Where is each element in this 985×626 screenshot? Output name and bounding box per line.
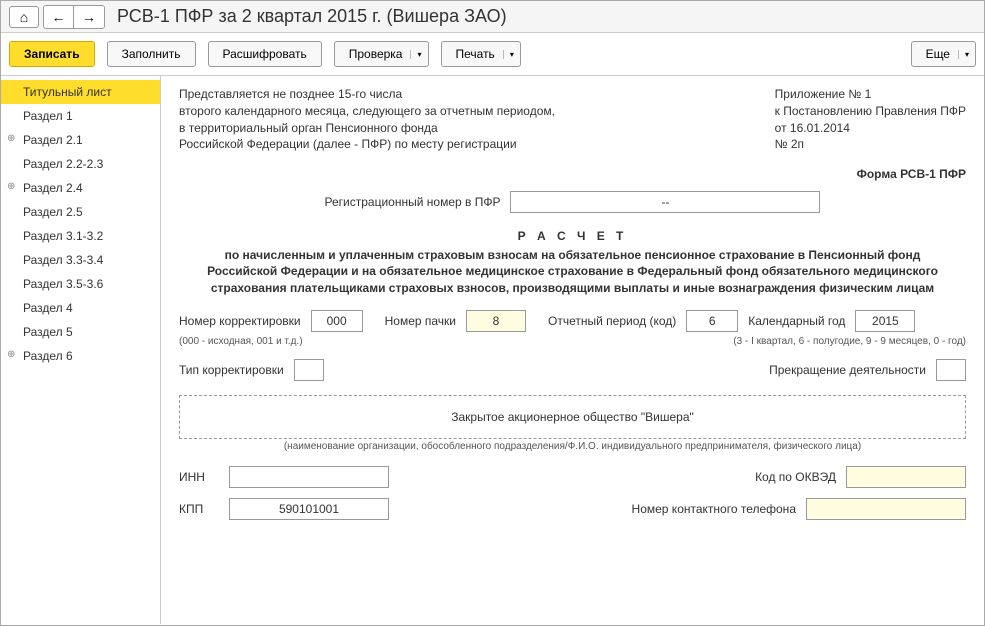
hint-row: (000 - исходная, 001 и т.д.) (3 - I квар… bbox=[179, 336, 966, 347]
check-button[interactable]: Проверка bbox=[334, 41, 429, 67]
topbar: ⌂ ← → РСВ-1 ПФР за 2 квартал 2015 г. (Ви… bbox=[1, 1, 984, 33]
kpp-label: КПП bbox=[179, 502, 219, 516]
sidebar-item-6[interactable]: Раздел 3.1-3.2 bbox=[1, 224, 160, 248]
calc-title: Р А С Ч Е Т bbox=[179, 229, 966, 243]
sidebar-item-1[interactable]: Раздел 1 bbox=[1, 104, 160, 128]
correction-field[interactable]: 000 bbox=[311, 310, 363, 332]
home-button[interactable]: ⌂ bbox=[9, 6, 39, 28]
sidebar-item-7[interactable]: Раздел 3.3-3.4 bbox=[1, 248, 160, 272]
pack-label: Номер пачки bbox=[385, 314, 456, 328]
type-row: Тип корректировки Прекращение деятельнос… bbox=[179, 359, 966, 381]
correction-hint: (000 - исходная, 001 и т.д.) bbox=[179, 336, 303, 347]
fill-button[interactable]: Заполнить bbox=[107, 41, 196, 67]
sidebar: Титульный листРаздел 1Раздел 2.1Раздел 2… bbox=[1, 76, 161, 624]
inn-row: ИНН Код по ОКВЭД bbox=[179, 466, 966, 488]
decode-button[interactable]: Расшифровать bbox=[208, 41, 322, 67]
correction-row: Номер корректировки 000 Номер пачки 8 От… bbox=[179, 310, 966, 332]
sidebar-item-0[interactable]: Титульный лист bbox=[1, 80, 160, 104]
pack-field[interactable]: 8 bbox=[466, 310, 526, 332]
reg-row: Регистрационный номер в ПФР -- bbox=[179, 191, 966, 213]
calc-description: по начисленным и уплаченным страховым вз… bbox=[179, 247, 966, 296]
phone-field[interactable] bbox=[806, 498, 966, 520]
sidebar-item-2[interactable]: Раздел 2.1 bbox=[1, 128, 160, 152]
appendix-info: Приложение № 1к Постановлению Правления … bbox=[775, 86, 966, 153]
okved-field[interactable] bbox=[846, 466, 966, 488]
year-label: Календарный год bbox=[748, 314, 845, 328]
sidebar-item-3[interactable]: Раздел 2.2-2.3 bbox=[1, 152, 160, 176]
type-field[interactable] bbox=[294, 359, 324, 381]
reg-label: Регистрационный номер в ПФР bbox=[325, 195, 501, 209]
sidebar-item-11[interactable]: Раздел 6 bbox=[1, 344, 160, 368]
more-button[interactable]: Еще bbox=[911, 41, 976, 67]
year-field[interactable]: 2015 bbox=[855, 310, 915, 332]
toolbar: Записать Заполнить Расшифровать Проверка… bbox=[1, 33, 984, 76]
sidebar-item-4[interactable]: Раздел 2.4 bbox=[1, 176, 160, 200]
sidebar-item-9[interactable]: Раздел 4 bbox=[1, 296, 160, 320]
sidebar-item-8[interactable]: Раздел 3.5-3.6 bbox=[1, 272, 160, 296]
period-label: Отчетный период (код) bbox=[548, 314, 676, 328]
form-code: Форма РСВ-1 ПФР bbox=[179, 167, 966, 181]
content: Представляется не позднее 15-го числавто… bbox=[161, 76, 984, 624]
period-field[interactable]: 6 bbox=[686, 310, 738, 332]
sidebar-item-10[interactable]: Раздел 5 bbox=[1, 320, 160, 344]
okved-label: Код по ОКВЭД bbox=[755, 470, 836, 484]
kpp-field[interactable]: 590101001 bbox=[229, 498, 389, 520]
back-button[interactable]: ← bbox=[44, 6, 74, 28]
type-label: Тип корректировки bbox=[179, 363, 284, 377]
termination-label: Прекращение деятельности bbox=[769, 363, 926, 377]
forward-button[interactable]: → bbox=[74, 6, 104, 28]
organization-hint: (наименование организации, обособленного… bbox=[179, 441, 966, 452]
save-button[interactable]: Записать bbox=[9, 41, 95, 67]
nav-group: ← → bbox=[43, 5, 105, 29]
period-hint: (3 - I квартал, 6 - полугодие, 9 - 9 мес… bbox=[733, 336, 966, 347]
reg-number-field[interactable]: -- bbox=[510, 191, 820, 213]
kpp-row: КПП 590101001 Номер контактного телефона bbox=[179, 498, 966, 520]
submission-info: Представляется не позднее 15-го числавто… bbox=[179, 86, 555, 153]
correction-label: Номер корректировки bbox=[179, 314, 301, 328]
sidebar-item-5[interactable]: Раздел 2.5 bbox=[1, 200, 160, 224]
header-row: Представляется не позднее 15-го числавто… bbox=[179, 86, 966, 153]
termination-field[interactable] bbox=[936, 359, 966, 381]
page-title: РСВ-1 ПФР за 2 квартал 2015 г. (Вишера З… bbox=[117, 6, 507, 27]
inn-field[interactable] bbox=[229, 466, 389, 488]
phone-label: Номер контактного телефона bbox=[632, 502, 796, 516]
print-button[interactable]: Печать bbox=[441, 41, 521, 67]
inn-label: ИНН bbox=[179, 470, 219, 484]
organization-name-box[interactable]: Закрытое акционерное общество "Вишера" bbox=[179, 395, 966, 439]
main: Титульный листРаздел 1Раздел 2.1Раздел 2… bbox=[1, 76, 984, 624]
